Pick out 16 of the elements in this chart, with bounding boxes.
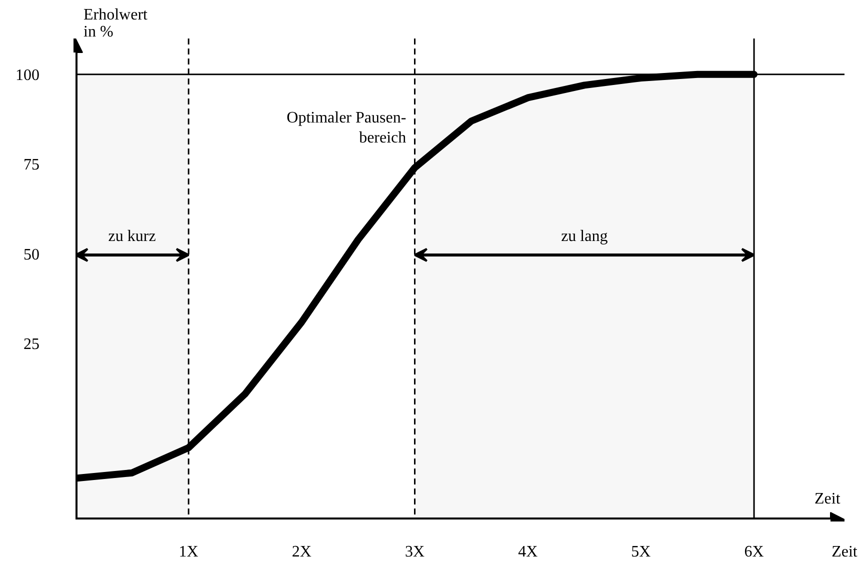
x-tick-label: 5X	[631, 544, 652, 560]
x-tick-label: 4X	[518, 544, 538, 560]
y-axis-title: Erholwert in %	[84, 6, 148, 40]
x-tick-label: 6X	[744, 544, 764, 560]
band-label: zu lang	[561, 228, 608, 245]
y-tick-label: 100	[16, 66, 40, 84]
x-tick-label: 3X	[404, 544, 425, 560]
y-tick-label: 50	[24, 246, 40, 264]
annotation: Zeit	[814, 490, 841, 508]
x-axis-title: Zeit	[832, 544, 858, 560]
annotation: Optimaler Pausen- bereich	[286, 109, 406, 147]
band-label: zu kurz	[108, 228, 156, 245]
y-tick-label: 75	[24, 156, 40, 174]
x-tick-label: 1X	[178, 544, 199, 560]
x-tick-label: 2X	[292, 544, 312, 560]
y-tick-label: 25	[24, 336, 40, 354]
